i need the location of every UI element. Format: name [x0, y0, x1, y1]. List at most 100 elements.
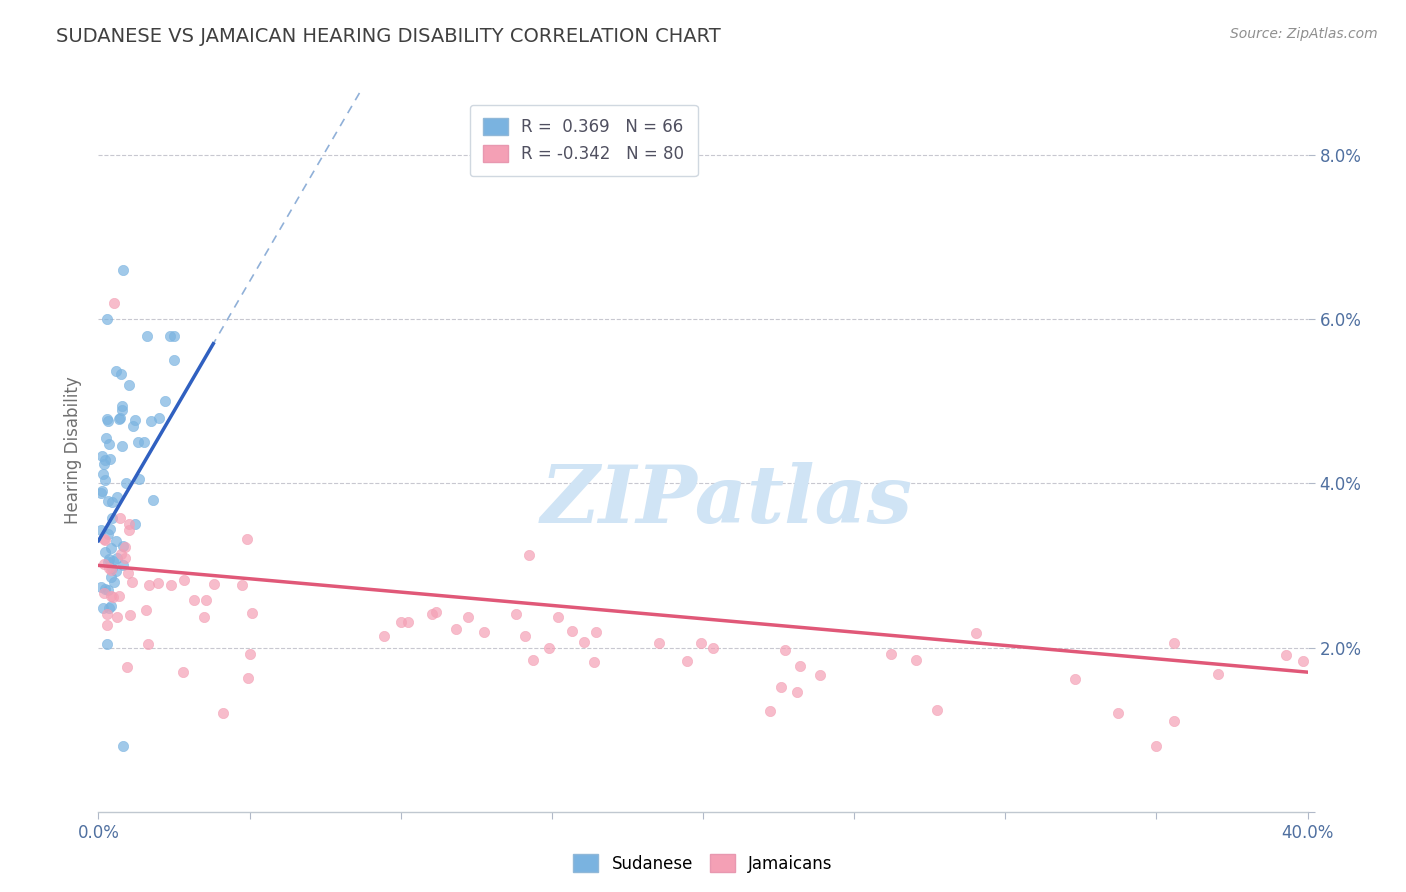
Point — [702, 640, 724, 655]
Point — [103, 590, 125, 604]
Point — [93, 585, 115, 599]
Point — [163, 328, 186, 343]
Point — [139, 413, 162, 427]
Point — [1144, 739, 1167, 753]
Point — [110, 367, 132, 381]
Point — [100, 522, 122, 536]
Point — [97, 600, 120, 615]
Point — [100, 563, 122, 577]
Point — [97, 555, 120, 569]
Point — [146, 576, 169, 591]
Point — [114, 551, 136, 566]
Point — [135, 603, 157, 617]
Point — [132, 435, 155, 450]
Point — [94, 582, 117, 596]
Point — [98, 561, 121, 575]
Point — [127, 435, 149, 450]
Point — [96, 607, 118, 621]
Text: SUDANESE VS JAMAICAN HEARING DISABILITY CORRELATION CHART: SUDANESE VS JAMAICAN HEARING DISABILITY … — [56, 27, 721, 45]
Point — [90, 523, 112, 537]
Point — [100, 599, 122, 614]
Point — [96, 411, 118, 425]
Point — [163, 353, 186, 368]
Point — [108, 412, 131, 426]
Point — [97, 583, 120, 598]
Point — [1163, 714, 1185, 729]
Point — [97, 436, 120, 450]
Point — [880, 647, 903, 661]
Point — [138, 578, 160, 592]
Point — [148, 410, 170, 425]
Point — [108, 511, 131, 525]
Point — [136, 637, 159, 651]
Point — [111, 439, 134, 453]
Point — [444, 622, 467, 636]
Point — [537, 641, 560, 656]
Point — [110, 548, 132, 562]
Point — [108, 410, 131, 425]
Point — [94, 533, 117, 547]
Point — [770, 681, 793, 695]
Point — [389, 615, 412, 629]
Point — [105, 551, 128, 566]
Point — [118, 377, 141, 392]
Point — [101, 554, 124, 568]
Point — [240, 606, 263, 620]
Point — [94, 453, 117, 467]
Point — [114, 540, 136, 554]
Point — [1064, 672, 1087, 686]
Point — [808, 667, 831, 681]
Point — [96, 618, 118, 632]
Point — [104, 564, 127, 578]
Point — [172, 665, 194, 679]
Point — [142, 492, 165, 507]
Point — [965, 626, 987, 640]
Point — [396, 615, 419, 629]
Point — [789, 659, 811, 673]
Point — [1107, 706, 1129, 721]
Point — [94, 474, 117, 488]
Point — [97, 414, 120, 428]
Point — [202, 576, 225, 591]
Point — [91, 601, 114, 615]
Point — [117, 516, 139, 531]
Point — [98, 452, 121, 467]
Point — [105, 491, 128, 505]
Point — [121, 418, 143, 433]
Point — [101, 494, 124, 508]
Point — [1163, 636, 1185, 650]
Point — [457, 610, 479, 624]
Point — [758, 704, 780, 718]
Point — [786, 684, 808, 698]
Point — [124, 517, 146, 532]
Point — [1206, 667, 1229, 681]
Point — [239, 647, 262, 661]
Point — [373, 629, 395, 643]
Point — [128, 472, 150, 486]
Text: Source: ZipAtlas.com: Source: ZipAtlas.com — [1230, 27, 1378, 41]
Point — [676, 655, 699, 669]
Point — [183, 593, 205, 607]
Point — [105, 610, 128, 624]
Point — [425, 605, 447, 619]
Point — [111, 403, 134, 417]
Point — [194, 592, 217, 607]
Point — [91, 467, 114, 481]
Point — [574, 635, 596, 649]
Point — [111, 400, 134, 414]
Point — [94, 431, 117, 445]
Point — [517, 548, 540, 562]
Point — [648, 636, 671, 650]
Point — [111, 739, 134, 753]
Point — [153, 394, 176, 409]
Point — [118, 523, 141, 537]
Point — [1275, 648, 1298, 662]
Point — [231, 578, 253, 592]
Point — [103, 574, 125, 589]
Point — [93, 532, 115, 546]
Point — [904, 653, 927, 667]
Point — [505, 607, 527, 621]
Point — [118, 608, 141, 623]
Point — [103, 295, 125, 310]
Point — [236, 671, 259, 685]
